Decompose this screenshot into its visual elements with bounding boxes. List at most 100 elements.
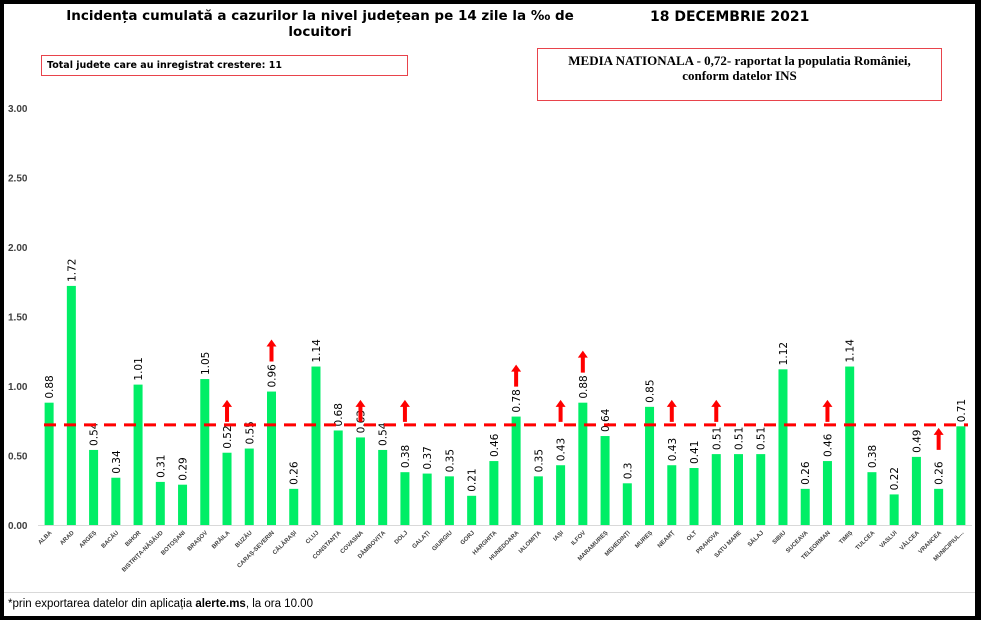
data-label: 0.88	[44, 375, 56, 398]
bar	[178, 484, 188, 525]
bar	[289, 488, 299, 525]
bar	[467, 495, 477, 525]
data-label: 0.49	[911, 429, 923, 452]
x-tick-label: BUZĂU	[234, 529, 254, 549]
bar	[267, 391, 276, 525]
data-label: 0.43	[556, 438, 568, 461]
data-label: 1.14	[311, 339, 323, 363]
bar	[667, 465, 677, 525]
bar	[934, 488, 944, 525]
bar	[622, 483, 632, 525]
bar	[689, 468, 699, 525]
data-label: 0.64	[600, 408, 612, 432]
bar	[378, 449, 388, 525]
x-tick-label: VÂLCEA	[898, 529, 921, 552]
footer-suffix: , la ora 10.00	[245, 598, 313, 610]
data-label: 0.68	[333, 403, 345, 426]
footer-prefix: *prin exportarea datelor din aplicația	[8, 598, 196, 610]
data-label: 0.71	[956, 399, 968, 422]
x-tick-label: ARAD	[59, 530, 76, 547]
x-tick-label: GIURGIU	[431, 530, 453, 552]
data-label: 0.31	[155, 455, 167, 478]
bar	[556, 465, 566, 525]
x-tick-label: BRĂILA	[210, 529, 231, 550]
x-tick-label: SIBIU	[772, 530, 788, 546]
x-tick-label: ARGEȘ	[79, 530, 98, 549]
data-label: 1.01	[133, 357, 145, 380]
bar	[422, 473, 432, 525]
x-tick-label: BISTRIȚA-NĂSĂUD	[121, 529, 166, 574]
increase-arrow-icon	[222, 399, 233, 422]
bar	[756, 454, 766, 525]
chart-title: Incidența cumulată a cazurilor la nivel …	[66, 8, 574, 40]
x-tick-label: GORJ	[460, 530, 476, 546]
increase-arrow-icon	[399, 399, 410, 422]
bar	[956, 426, 966, 525]
bar	[222, 452, 232, 525]
bar	[867, 472, 877, 525]
data-label: 0.37	[422, 446, 434, 469]
bar	[645, 406, 655, 525]
x-tick-label: VASLUI	[879, 530, 899, 550]
data-label: 0.26	[934, 461, 946, 485]
bar	[355, 437, 365, 525]
increase-arrow-icon	[711, 399, 722, 422]
x-tick-label: ALBA	[38, 530, 54, 546]
y-tick-label: 1.50	[8, 313, 28, 324]
data-label: 0.29	[178, 457, 190, 480]
x-tick-label: BRAȘOV	[187, 530, 209, 552]
x-tick-label: TULCEA	[855, 530, 877, 552]
data-label: 0.96	[267, 364, 279, 388]
bar	[778, 369, 788, 525]
data-label: 0.34	[111, 450, 123, 474]
bar	[600, 436, 610, 525]
x-tick-label: BACĂU	[100, 529, 120, 549]
bar	[89, 449, 99, 525]
increase-arrow-icon	[355, 399, 366, 422]
bar	[489, 461, 499, 525]
data-label: 0.41	[689, 441, 701, 464]
x-tick-label: IAȘI	[553, 530, 566, 543]
data-label: 0.51	[756, 427, 768, 450]
increase-arrow-icon	[822, 399, 833, 422]
data-label: 0.26	[800, 461, 812, 485]
data-label: 0.78	[511, 389, 523, 412]
data-label: 0.35	[533, 449, 545, 472]
x-tick-label: NEAMȚ	[657, 530, 677, 550]
footer-app: alerte.ms	[195, 598, 246, 610]
y-tick-label: 0.50	[8, 452, 28, 463]
bar	[444, 476, 454, 525]
y-tick-label: 3.00	[8, 104, 28, 115]
data-label: 1.14	[845, 339, 857, 363]
data-label: 0.54	[378, 422, 390, 446]
bar	[66, 285, 76, 525]
x-tick-label: GALAȚI	[412, 530, 432, 550]
x-tick-label: TIMIȘ	[839, 530, 855, 546]
increase-arrow-icon	[511, 364, 522, 387]
data-label: 1.72	[66, 259, 78, 282]
x-tick-label: DOLJ	[394, 530, 410, 546]
data-label: 0.38	[867, 445, 879, 468]
bar	[311, 366, 321, 525]
national-average-line2: conform datelor INS	[682, 68, 797, 83]
data-label: 0.3	[622, 463, 634, 480]
bar	[711, 454, 721, 525]
data-label: 0.38	[400, 445, 412, 468]
data-label: 0.51	[711, 427, 723, 450]
bar-chart: 0.00 0.50 1.00 1.50 2.00 2.50 3.00 0.88 ALBA 1.72…	[8, 104, 972, 574]
bar	[511, 416, 521, 525]
bar	[533, 476, 543, 525]
chart-date: 18 DECEMBRIE 2021	[650, 9, 810, 25]
x-tick-label: MUREȘ	[634, 530, 654, 550]
bar	[578, 402, 588, 525]
y-tick-label: 2.50	[8, 174, 28, 185]
increase-arrow-icon	[555, 399, 566, 422]
footer-divider	[4, 592, 975, 593]
national-average-box: MEDIA NATIONALA - 0,72- raportat la popu…	[537, 48, 942, 101]
bar	[44, 402, 54, 525]
x-tick-label: CĂLĂRAȘI	[271, 529, 298, 556]
increase-count-box: Total judete care au inregistrat crester…	[41, 55, 408, 76]
bar	[911, 456, 921, 525]
bar	[244, 448, 254, 525]
bar	[200, 379, 210, 525]
